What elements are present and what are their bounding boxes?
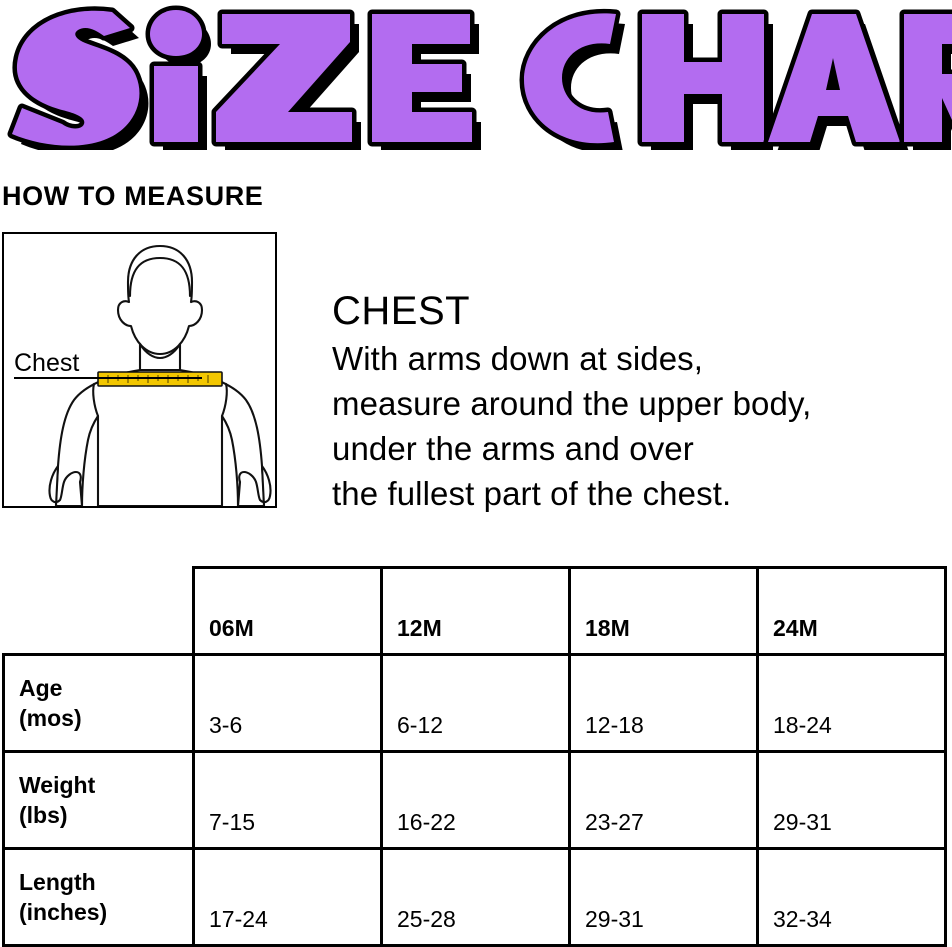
column-header-06m: 06M [192,566,383,656]
how-to-measure-heading: HOW TO MEASURE [2,181,264,211]
hairline [128,256,192,298]
column-header-18m: 18M [568,566,759,656]
measurement-diagram-box [2,232,277,508]
row-label-weight: Weight (lbs) [2,750,195,850]
cell-weight-24m: 29-31 [756,750,947,850]
neck-shape [138,342,182,376]
cell-age-24m: 18-24 [756,653,947,753]
cell-age-18m: 12-18 [568,653,759,753]
table-row-weight: Weight (lbs) 7-15 16-22 23-27 29-31 [2,750,947,850]
column-header-24m: 24M [756,566,947,656]
tape-measure [97,371,223,387]
torso-and-arms-shape [54,368,266,506]
tape-band-rect [97,371,223,387]
size-chart-title-art [7,5,952,150]
body-figure-illustration [48,244,272,506]
cell-length-24m: 32-34 [756,847,947,947]
right-arm-seam [220,382,228,418]
head-shape [116,244,204,356]
column-header-12m: 12M [380,566,571,656]
chest-measure-label: Chest [14,349,80,377]
chest-description-text: With arms down at sides, measure around … [332,340,812,512]
left-hand-shape [48,464,84,506]
cell-length-06m: 17-24 [192,847,383,947]
title-fill-layer [7,5,952,150]
cell-length-18m: 29-31 [568,847,759,947]
left-arm-seam [92,382,100,418]
right-hand-shape [236,464,272,506]
table-corner-cell [4,568,194,655]
cell-age-12m: 6-12 [380,653,571,753]
page-title-banner [0,0,952,150]
cell-age-06m: 3-6 [192,653,383,753]
table-row-age: Age (mos) 3-6 6-12 12-18 18-24 [2,653,947,753]
cell-weight-12m: 16-22 [380,750,571,850]
table-header-row: 06M 12M 18M 24M [4,566,947,656]
size-table: 06M 12M 18M 24M Age (mos) 3-6 6-12 12-18… [2,566,947,947]
row-label-age: Age (mos) [2,653,195,753]
cell-weight-06m: 7-15 [192,750,383,850]
chest-leader-line [14,377,202,379]
table-row-length: Length (inches) 17-24 25-28 29-31 32-34 [2,847,947,947]
chest-description-section: CHEST With arms down at sides, measure a… [332,288,932,516]
chest-heading: CHEST [332,289,471,333]
row-label-length: Length (inches) [2,847,195,947]
cell-weight-18m: 23-27 [568,750,759,850]
cell-length-12m: 25-28 [380,847,571,947]
size-table-wrapper: 06M 12M 18M 24M Age (mos) 3-6 6-12 12-18… [0,566,952,947]
